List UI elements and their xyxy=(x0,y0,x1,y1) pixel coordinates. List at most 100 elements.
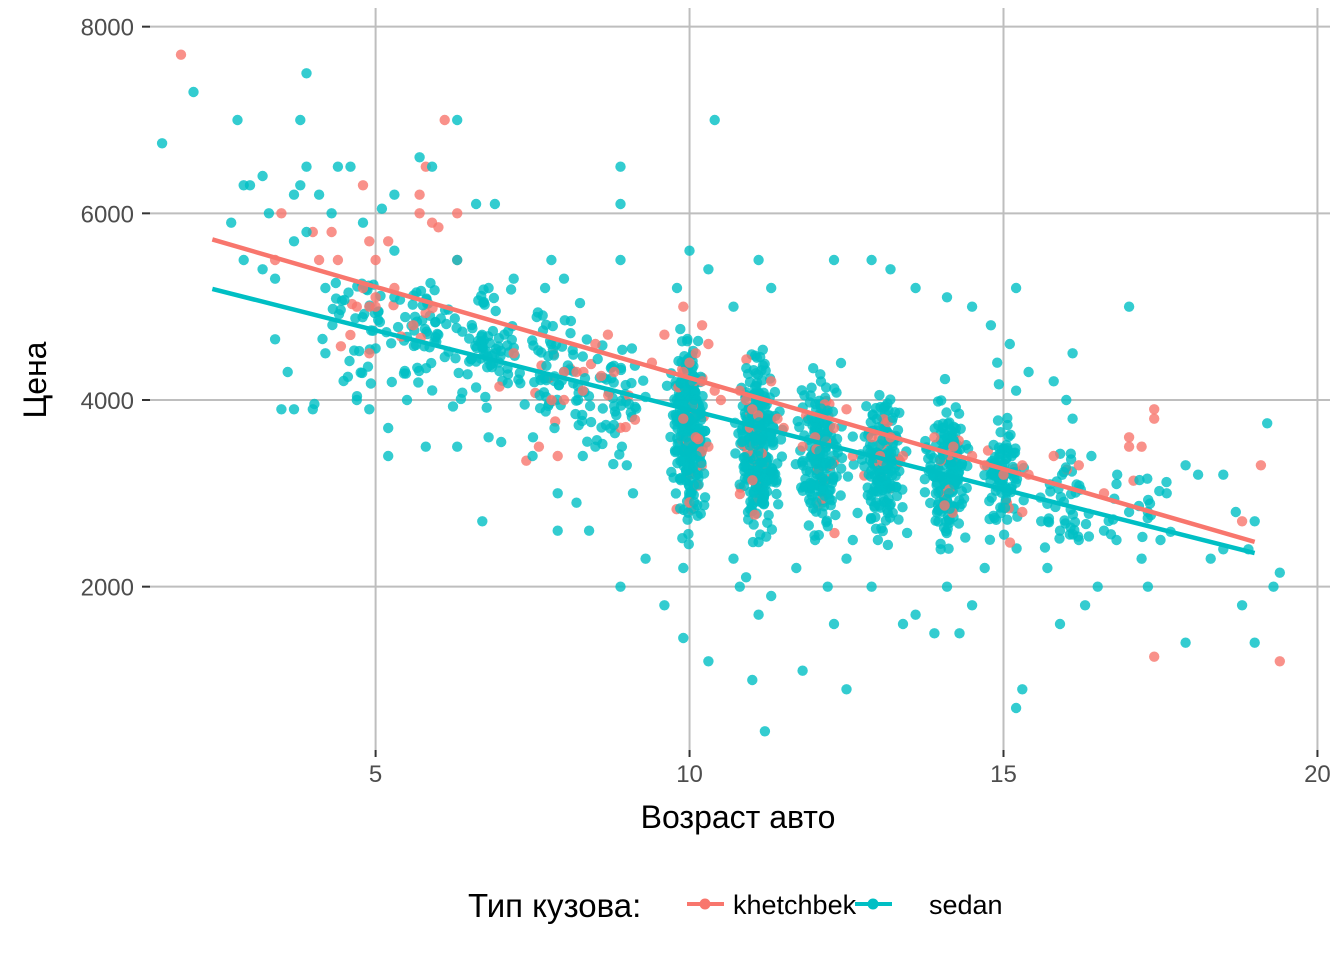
point-sedan xyxy=(1143,494,1154,506)
point-sedan xyxy=(935,544,946,555)
point-khetchbek xyxy=(414,208,425,219)
point-sedan xyxy=(1262,418,1273,429)
point-sedan xyxy=(1086,450,1097,462)
point-sedan xyxy=(810,399,821,410)
point-sedan xyxy=(811,422,822,434)
point-khetchbek xyxy=(696,320,708,331)
point-sedan xyxy=(582,436,593,447)
point-sedan xyxy=(508,273,519,284)
point-sedan xyxy=(750,368,762,379)
point-sedan xyxy=(1249,637,1260,648)
point-sedan xyxy=(407,299,418,310)
point-sedan xyxy=(996,444,1008,455)
point-sedan xyxy=(889,446,900,457)
point-sedan xyxy=(941,292,953,303)
x-axis-title: Возраст авто xyxy=(641,799,836,835)
point-sedan xyxy=(470,382,482,393)
point-sedan xyxy=(577,409,588,421)
point-khetchbek xyxy=(370,292,381,303)
point-khetchbek xyxy=(414,189,425,200)
point-sedan xyxy=(627,488,639,499)
point-sedan xyxy=(760,365,771,376)
point-sedan xyxy=(1042,562,1053,574)
point-khetchbek xyxy=(175,49,187,60)
point-sedan xyxy=(762,413,773,424)
point-khetchbek xyxy=(778,422,789,434)
point-sedan xyxy=(683,437,695,449)
point-sedan xyxy=(420,441,431,452)
point-khetchbek xyxy=(452,208,463,219)
point-sedan xyxy=(817,508,828,519)
point-sedan xyxy=(956,458,968,469)
point-khetchbek xyxy=(1017,506,1028,518)
point-sedan xyxy=(1083,531,1095,542)
point-sedan xyxy=(874,389,885,401)
point-sedan xyxy=(809,455,820,466)
point-sedan xyxy=(697,390,708,402)
point-sedan xyxy=(871,413,882,425)
point-sedan xyxy=(502,378,513,389)
point-sedan xyxy=(930,515,941,526)
point-sedan xyxy=(821,460,832,471)
point-sedan xyxy=(538,373,550,384)
point-sedan xyxy=(776,451,788,462)
point-sedan xyxy=(534,390,545,401)
point-sedan xyxy=(755,433,766,445)
point-sedan xyxy=(806,382,817,393)
point-sedan xyxy=(616,441,628,452)
point-khetchbek xyxy=(749,509,760,520)
point-sedan xyxy=(592,353,603,365)
point-sedan xyxy=(477,516,488,527)
point-khetchbek xyxy=(1073,460,1085,471)
point-sedan xyxy=(809,534,821,546)
point-sedan xyxy=(675,323,686,335)
point-sedan xyxy=(1161,476,1172,488)
point-sedan xyxy=(301,226,312,238)
point-sedan xyxy=(1002,514,1013,525)
point-sedan xyxy=(156,138,168,149)
point-khetchbek xyxy=(841,404,852,415)
point-sedan xyxy=(1098,525,1110,536)
point-sedan xyxy=(885,394,896,405)
point-sedan xyxy=(541,360,552,371)
point-sedan xyxy=(941,407,952,418)
point-sedan xyxy=(773,499,784,510)
point-sedan xyxy=(386,338,397,349)
point-sedan xyxy=(1017,684,1028,695)
point-khetchbek xyxy=(357,180,369,191)
point-sedan xyxy=(792,416,803,427)
point-sedan xyxy=(863,469,874,480)
point-khetchbek xyxy=(797,441,808,452)
point-sedan xyxy=(674,473,686,484)
point-sedan xyxy=(1054,525,1066,536)
point-khetchbek xyxy=(546,394,557,406)
point-sedan xyxy=(452,114,463,126)
point-sedan xyxy=(426,161,438,172)
point-sedan xyxy=(1004,338,1015,350)
point-sedan xyxy=(350,313,361,324)
point-sedan xyxy=(1059,515,1070,526)
point-sedan xyxy=(414,152,425,163)
point-sedan xyxy=(805,477,816,489)
point-sedan xyxy=(728,553,739,564)
point-khetchbek xyxy=(629,414,641,425)
point-sedan xyxy=(682,333,693,345)
point-sedan xyxy=(345,161,356,172)
point-sedan xyxy=(944,417,955,428)
point-sedan xyxy=(1067,413,1078,424)
point-khetchbek xyxy=(345,329,356,341)
point-sedan xyxy=(597,403,608,414)
point-khetchbek xyxy=(703,441,714,452)
point-khetchbek xyxy=(602,329,614,340)
point-sedan xyxy=(301,68,312,79)
point-sedan xyxy=(638,375,649,386)
point-sedan xyxy=(452,441,463,452)
point-sedan xyxy=(226,217,237,228)
y-tick-label: 2000 xyxy=(81,575,134,602)
point-sedan xyxy=(327,319,338,331)
point-sedan xyxy=(1136,553,1147,564)
y-tick-label: 6000 xyxy=(81,201,134,228)
point-sedan xyxy=(744,376,756,388)
point-khetchbek xyxy=(370,254,381,266)
point-khetchbek xyxy=(690,348,701,359)
